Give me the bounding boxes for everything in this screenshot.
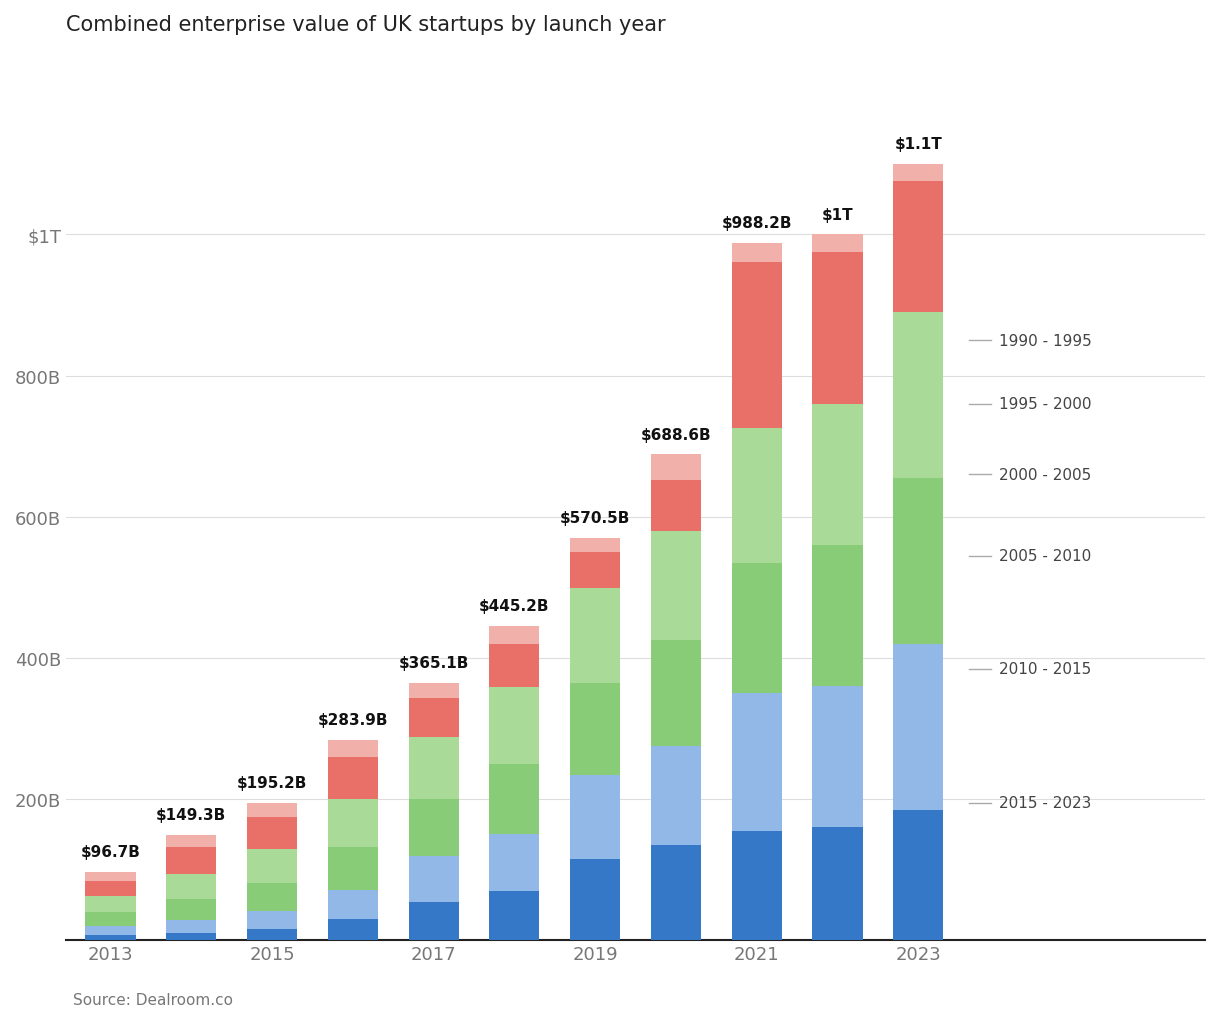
- Bar: [166, 847, 216, 874]
- Bar: [409, 902, 459, 941]
- Bar: [328, 890, 378, 919]
- Bar: [651, 747, 701, 846]
- Text: $283.9B: $283.9B: [317, 712, 388, 728]
- Bar: [409, 683, 459, 698]
- Text: $365.1B: $365.1B: [399, 655, 468, 671]
- Bar: [328, 848, 378, 890]
- Bar: [813, 687, 863, 827]
- Bar: [732, 263, 782, 429]
- Bar: [813, 253, 863, 405]
- Bar: [489, 891, 539, 941]
- Bar: [732, 832, 782, 941]
- Bar: [732, 244, 782, 263]
- Text: $149.3B: $149.3B: [156, 807, 227, 822]
- Bar: [570, 774, 620, 859]
- Text: $445.2B: $445.2B: [479, 599, 550, 613]
- Bar: [893, 479, 943, 644]
- Bar: [489, 644, 539, 688]
- Bar: [409, 856, 459, 902]
- Bar: [732, 429, 782, 564]
- Text: 1990 - 1995: 1990 - 1995: [999, 333, 1092, 348]
- Bar: [409, 737, 459, 799]
- Bar: [489, 764, 539, 835]
- Bar: [651, 532, 701, 641]
- Bar: [813, 827, 863, 941]
- Bar: [85, 912, 135, 926]
- Bar: [813, 545, 863, 687]
- Text: $1T: $1T: [822, 208, 853, 222]
- Text: 2005 - 2010: 2005 - 2010: [999, 548, 1091, 564]
- Text: $570.5B: $570.5B: [560, 511, 631, 526]
- Bar: [246, 911, 298, 929]
- Bar: [570, 538, 620, 553]
- Bar: [85, 872, 135, 880]
- Bar: [489, 835, 539, 891]
- Text: $988.2B: $988.2B: [721, 216, 792, 230]
- Bar: [246, 883, 298, 911]
- Text: Combined enterprise value of UK startups by launch year: Combined enterprise value of UK startups…: [66, 15, 666, 35]
- Bar: [246, 817, 298, 850]
- Bar: [489, 688, 539, 764]
- Text: 2000 - 2005: 2000 - 2005: [999, 468, 1091, 482]
- Bar: [246, 929, 298, 941]
- Bar: [570, 553, 620, 588]
- Bar: [166, 920, 216, 932]
- Bar: [409, 698, 459, 737]
- Bar: [328, 800, 378, 848]
- Bar: [893, 810, 943, 941]
- Bar: [813, 235, 863, 253]
- Bar: [328, 757, 378, 800]
- Bar: [570, 683, 620, 774]
- Bar: [489, 627, 539, 644]
- Bar: [328, 740, 378, 757]
- Bar: [651, 641, 701, 747]
- Bar: [328, 919, 378, 941]
- Bar: [893, 182, 943, 313]
- Text: 1995 - 2000: 1995 - 2000: [999, 397, 1092, 412]
- Bar: [409, 799, 459, 856]
- Bar: [732, 694, 782, 832]
- Bar: [813, 405, 863, 545]
- Bar: [246, 803, 298, 817]
- Bar: [651, 846, 701, 941]
- Bar: [246, 850, 298, 883]
- Bar: [166, 899, 216, 920]
- Bar: [85, 897, 135, 912]
- Bar: [893, 165, 943, 182]
- Bar: [893, 313, 943, 479]
- Bar: [651, 481, 701, 532]
- Text: 2015 - 2023: 2015 - 2023: [999, 796, 1092, 810]
- Bar: [166, 932, 216, 941]
- Bar: [166, 836, 216, 847]
- Text: $96.7B: $96.7B: [81, 845, 140, 859]
- Bar: [570, 588, 620, 683]
- Bar: [893, 644, 943, 810]
- Bar: [166, 874, 216, 899]
- Text: $195.2B: $195.2B: [237, 775, 307, 790]
- Text: $1.1T: $1.1T: [894, 137, 942, 152]
- Text: Source: Dealroom.co: Source: Dealroom.co: [73, 991, 233, 1007]
- Bar: [85, 880, 135, 897]
- Bar: [732, 564, 782, 694]
- Bar: [85, 934, 135, 941]
- Bar: [651, 454, 701, 481]
- Bar: [570, 859, 620, 941]
- Text: $688.6B: $688.6B: [640, 427, 711, 442]
- Bar: [85, 926, 135, 934]
- Text: 2010 - 2015: 2010 - 2015: [999, 661, 1091, 677]
